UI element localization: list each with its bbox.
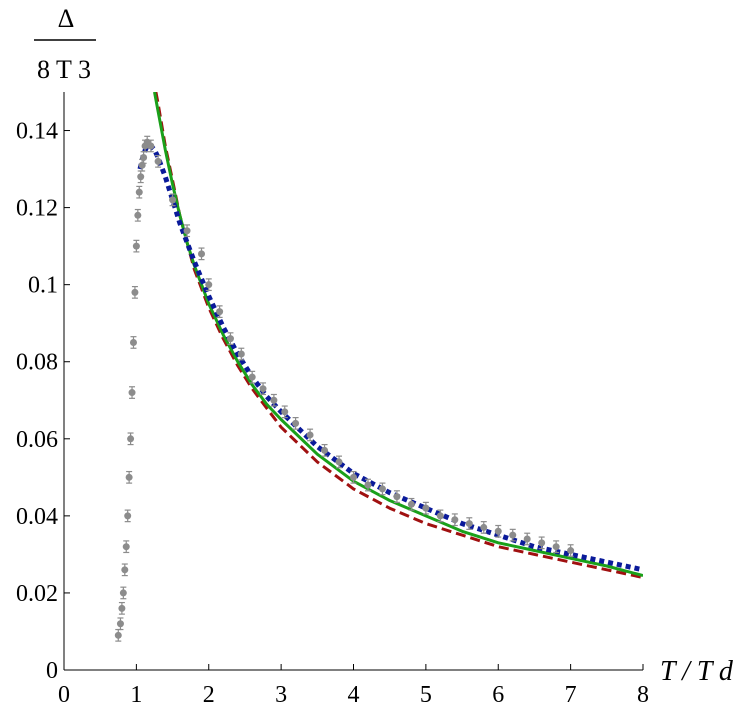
data-point [183, 227, 191, 235]
data-point [131, 288, 139, 296]
data-point [552, 543, 560, 551]
data-point [125, 473, 133, 481]
y-tick-label: 0.06 [16, 427, 58, 453]
data-point [292, 419, 300, 427]
y-tick-label: 0.08 [16, 350, 58, 376]
x-axis-label: T / T d [660, 656, 734, 687]
y-ticks: 0 0.02 0.04 0.06 0.08 0.1 0.12 0.14 [16, 119, 70, 684]
data-point [114, 631, 122, 639]
data-point [248, 373, 256, 381]
data-point [436, 512, 444, 520]
data-point [407, 500, 415, 508]
x-tick-label: 8 [637, 682, 649, 708]
x-tick-label: 4 [348, 682, 360, 708]
data-point [122, 543, 130, 551]
x-ticks: 0 1 2 3 4 5 6 7 8 [58, 664, 649, 708]
data-point [494, 527, 502, 535]
series-line-solid [153, 92, 643, 578]
data-point [134, 211, 142, 219]
data-point [127, 435, 135, 443]
data-point [523, 535, 531, 543]
data-point [135, 188, 143, 196]
data-point [205, 281, 213, 289]
data-point [124, 512, 132, 520]
series-line-dotted [137, 143, 643, 573]
plot-area [114, 92, 643, 642]
y-tick-label: 0 [46, 658, 58, 684]
data-point [147, 142, 155, 150]
data-point [350, 473, 357, 481]
y-axis-label-numerator: Δ [58, 4, 75, 33]
data-point [216, 308, 224, 316]
y-tick-label: 0.12 [16, 196, 58, 222]
data-point [137, 173, 145, 181]
x-tick-label: 0 [58, 682, 70, 708]
data-point [154, 157, 162, 165]
data-point [118, 604, 126, 612]
data-point [393, 493, 401, 501]
x-tick-label: 6 [492, 682, 504, 708]
data-point [306, 431, 314, 439]
data-point [140, 154, 148, 162]
data-point [364, 481, 372, 489]
x-tick-label: 1 [130, 682, 142, 708]
data-point [281, 408, 289, 416]
data-point [116, 620, 124, 628]
data-point [169, 196, 177, 204]
data-point [237, 350, 245, 358]
x-tick-label: 2 [203, 682, 215, 708]
data-point [198, 250, 206, 258]
y-tick-label: 0.04 [16, 504, 58, 530]
data-point [378, 485, 386, 493]
y-tick-label: 0.1 [28, 273, 58, 299]
data-point [259, 385, 267, 393]
data-point [119, 589, 127, 597]
data-point [226, 335, 234, 343]
x-tick-label: 5 [420, 682, 432, 708]
data-point [132, 242, 140, 250]
data-point [480, 523, 488, 531]
data-point [567, 547, 575, 555]
data-point [321, 446, 329, 454]
y-tick-label: 0.02 [16, 581, 58, 607]
x-tick-label: 7 [565, 682, 577, 708]
x-tick-label: 3 [275, 682, 287, 708]
data-point [121, 566, 129, 574]
data-point [270, 396, 278, 404]
data-point [335, 458, 343, 466]
y-tick-label: 0.14 [16, 119, 58, 145]
data-point [509, 531, 517, 539]
data-point [422, 504, 430, 512]
data-point [129, 338, 137, 346]
data-point [465, 520, 473, 528]
y-axis-label: Δ 8 T 3 [34, 4, 96, 84]
data-point [451, 516, 459, 524]
y-axis-label-denominator: 8 T 3 [37, 55, 91, 84]
data-point [128, 389, 136, 397]
data-point [538, 539, 546, 547]
